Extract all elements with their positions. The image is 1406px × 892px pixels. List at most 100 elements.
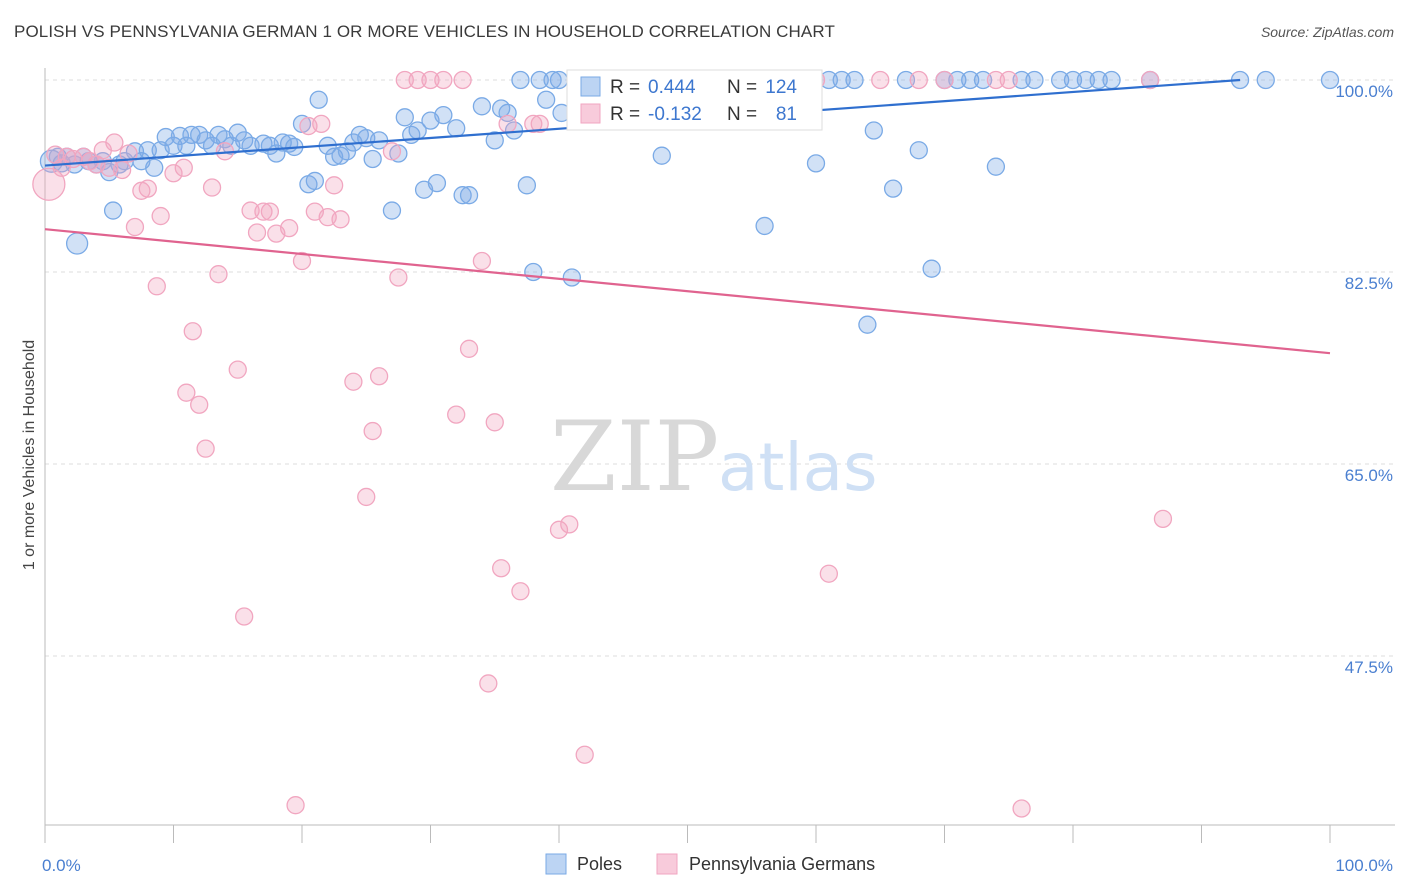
poles-point-98 bbox=[806, 154, 826, 173]
poles-point-11 bbox=[103, 201, 123, 220]
pa-germans-point-61 bbox=[511, 582, 530, 601]
legend-r-value-poles: 0.444 bbox=[648, 77, 696, 98]
poles-point-85 bbox=[652, 146, 671, 165]
pa-germans-point-50 bbox=[408, 70, 427, 90]
bottom-legend-label-pa-germans: Pennsylvania Germans bbox=[689, 854, 875, 874]
poles-point-106 bbox=[909, 141, 928, 160]
pa-germans-point-0 bbox=[32, 167, 66, 201]
legend-swatch-pa-germans bbox=[580, 103, 601, 124]
poles-point-72 bbox=[530, 70, 549, 90]
poles-point-104 bbox=[883, 179, 903, 198]
pa-germans-point-62 bbox=[524, 114, 543, 134]
poles-point-42 bbox=[309, 90, 328, 109]
pa-germans-point-46 bbox=[369, 367, 389, 386]
pa-germans-point-56 bbox=[472, 251, 492, 271]
poles-point-41 bbox=[305, 171, 325, 191]
poles-point-17 bbox=[145, 158, 164, 177]
y-tick-label-3: 47.5% bbox=[1345, 658, 1393, 677]
chart-source: Source: ZipAtlas.com bbox=[1260, 24, 1394, 40]
pa-germans-point-25 bbox=[209, 265, 228, 284]
pa-germans-point-11 bbox=[112, 160, 132, 180]
pa-germans-point-42 bbox=[331, 210, 350, 229]
pa-germans-point-39 bbox=[312, 114, 331, 134]
pa-germans-point-13 bbox=[125, 217, 145, 237]
bottom-legend: Poles Pennsylvania Germans bbox=[545, 853, 875, 875]
y-tick-label-1: 82.5% bbox=[1345, 274, 1393, 293]
poles-point-62 bbox=[453, 186, 472, 205]
pa-germans-point-18 bbox=[164, 164, 183, 183]
pa-germans-point-66 bbox=[575, 745, 594, 764]
poles-point-122 bbox=[1256, 70, 1275, 90]
pa-germans-point-58 bbox=[485, 413, 504, 432]
pa-germans-point-49 bbox=[395, 70, 414, 90]
poles-point-103 bbox=[864, 121, 883, 140]
poles-point-100 bbox=[832, 70, 851, 90]
pa-germans-point-12 bbox=[119, 144, 138, 163]
grid-lines bbox=[45, 79, 1395, 657]
pa-germans-point-48 bbox=[389, 268, 408, 287]
poles-point-112 bbox=[986, 157, 1006, 176]
pa-germans-point-47 bbox=[382, 142, 402, 161]
pa-germans-point-76 bbox=[909, 70, 928, 90]
pa-germans-point-64 bbox=[549, 520, 569, 539]
pa-germans-point-75 bbox=[871, 70, 890, 90]
poles-point-20 bbox=[164, 136, 183, 155]
pa-germans-point-41 bbox=[324, 176, 344, 195]
poles-point-70 bbox=[517, 176, 537, 195]
legend-r-label-poles: R = bbox=[610, 77, 640, 98]
correlation-legend: R = 0.444 N = 124 R = -0.132 N = 81 bbox=[566, 69, 823, 131]
pa-germans-point-31 bbox=[254, 202, 273, 221]
legend-swatch-poles bbox=[580, 76, 601, 97]
pa-germans-point-10 bbox=[105, 133, 124, 152]
pa-germans-point-55 bbox=[459, 339, 479, 358]
poles-point-77 bbox=[562, 268, 581, 287]
pa-germans-point-23 bbox=[196, 439, 215, 458]
poles-point-50 bbox=[363, 149, 382, 169]
pa-germans-point-34 bbox=[279, 218, 299, 238]
legend-r-label-pa-germans: R = bbox=[610, 104, 640, 125]
poles-point-54 bbox=[395, 108, 414, 127]
pa-germans-point-63 bbox=[530, 114, 549, 134]
pa-germans-point-24 bbox=[202, 178, 222, 197]
poles-point-115 bbox=[1051, 70, 1070, 90]
pa-germans-point-19 bbox=[174, 158, 193, 177]
poles-point-105 bbox=[896, 70, 916, 90]
pa-germans-point-51 bbox=[421, 70, 440, 90]
legend-n-label-poles: N = bbox=[727, 77, 757, 98]
pa-germans-point-79 bbox=[999, 70, 1018, 90]
legend-n-value-poles: 124 bbox=[765, 77, 797, 98]
bottom-legend-swatch-pa-germans bbox=[656, 853, 678, 875]
poles-point-64 bbox=[472, 97, 492, 116]
pa-germans-point-57 bbox=[479, 674, 498, 693]
y-axis-label: 1 or more Vehicles in Household bbox=[21, 340, 38, 570]
poles-point-118 bbox=[1089, 70, 1108, 90]
pa-germans-point-60 bbox=[498, 114, 517, 134]
poles-point-75 bbox=[549, 70, 569, 90]
legend-n-label-pa-germans: N = bbox=[727, 104, 757, 125]
axes bbox=[44, 68, 1395, 843]
pa-germans-point-77 bbox=[935, 70, 954, 90]
poles-point-101 bbox=[845, 70, 864, 90]
x-tick-label-0: 0.0% bbox=[42, 856, 81, 875]
pa-germans-point-35 bbox=[286, 796, 305, 815]
pa-germans-point-44 bbox=[357, 487, 376, 507]
poles-point-61 bbox=[447, 119, 466, 138]
poles-point-65 bbox=[485, 131, 504, 150]
bottom-legend-label-poles: Poles bbox=[577, 854, 622, 874]
pa-germans-point-53 bbox=[447, 405, 466, 424]
poles-point-109 bbox=[948, 70, 967, 90]
tick-labels: 100.0% 82.5% 65.0% 47.5% 0.0% 100.0% bbox=[42, 82, 1393, 875]
poles-point-123 bbox=[1320, 70, 1340, 90]
poles-point-119 bbox=[1102, 70, 1121, 90]
pa-germans-point-36 bbox=[292, 251, 312, 271]
pa-germans-point-59 bbox=[492, 559, 511, 578]
pa-germans-point-82 bbox=[1153, 509, 1173, 529]
pa-germans-point-45 bbox=[363, 421, 382, 441]
pa-germans-point-80 bbox=[1012, 799, 1031, 818]
pa-germans-point-81 bbox=[1140, 70, 1160, 90]
poles-point-60 bbox=[434, 105, 453, 125]
pa-germans-point-32 bbox=[260, 202, 280, 221]
poles-point-102 bbox=[858, 315, 877, 334]
pa-germans-point-54 bbox=[453, 70, 472, 90]
